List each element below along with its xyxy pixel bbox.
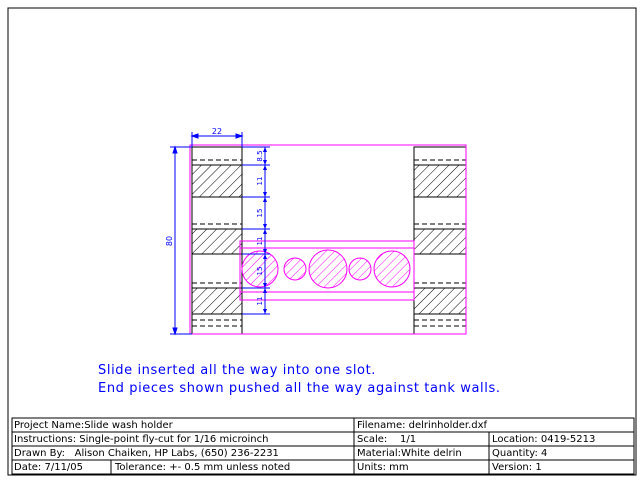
tolerance-label: Tolerance: (115, 462, 167, 473)
instructions-label: Instructions: (14, 434, 77, 445)
units-value: mm (389, 462, 409, 473)
dim-width-top: 22 (212, 127, 222, 136)
tolerance-cell: Tolerance: +- 0.5 mm unless noted (115, 461, 290, 474)
drawn-by-value: Alison Chaiken, HP Labs, (650) 236-2231 (74, 448, 279, 459)
filename-cell: Filename: delrinholder.dxf (357, 419, 487, 432)
scale-label: Scale: (357, 434, 388, 445)
scale-value: 1/1 (400, 434, 417, 445)
dim-stack-2: 11 (256, 177, 264, 186)
location-value: 0419-5213 (540, 434, 596, 445)
hole-4 (348, 257, 372, 281)
dim-overall-height: 80 (165, 236, 174, 246)
location-cell: Location: 0419-5213 (492, 433, 595, 446)
title-block-grid (11, 417, 635, 475)
right-slot-3 (413, 287, 467, 315)
quantity-cell: Quantity: 4 (492, 447, 547, 460)
drawn-by-cell: Drawn By: Alison Chaiken, HP Labs, (650)… (14, 447, 279, 460)
date-value: 7/11/05 (44, 462, 84, 473)
quantity-value: 4 (541, 448, 548, 459)
slide (239, 240, 415, 301)
hole-5 (373, 250, 411, 288)
right-slot-2 (413, 228, 467, 255)
units-label: Units: (357, 462, 386, 473)
dim-stack-5: 15 (256, 267, 264, 276)
units-cell: Units: mm (357, 461, 409, 474)
project-name-label: Project Name: (14, 420, 85, 431)
hole-3 (308, 249, 348, 289)
dimension-ticks (263, 147, 267, 314)
material-cell: Material:White delrin (357, 447, 462, 460)
tolerance-value: +- 0.5 mm unless noted (169, 462, 291, 473)
sheet-border (7, 7, 637, 476)
material-value: White delrin (401, 448, 462, 459)
right-slot-1 (413, 164, 467, 198)
left-slot-3 (191, 287, 243, 315)
version-label: Version: (492, 462, 533, 473)
date-cell: Date: 7/11/05 (14, 461, 83, 474)
quantity-label: Quantity: (492, 448, 538, 459)
version-value: 1 (535, 462, 542, 473)
left-slot-1 (191, 164, 243, 198)
date-label: Date: (14, 462, 42, 473)
drawn-by-label: Drawn By: (14, 448, 66, 459)
material-label: Material: (357, 448, 401, 459)
location-label: Location: (492, 434, 538, 445)
instructions-value: Single-point fly-cut for 1/16 microinch (79, 434, 269, 445)
dim-stack-1: 8.5 (256, 150, 264, 161)
filename-value: delrinholder.dxf (408, 420, 488, 431)
note-line-1: Slide inserted all the way into one slot… (98, 363, 377, 378)
tank-outline (189, 144, 467, 335)
right-end-piece (413, 146, 467, 335)
scale-cell: Scale: 1/1 (357, 433, 416, 446)
note-line-2: End pieces shown pushed all the way agai… (98, 381, 501, 396)
project-name-value: Slide wash holder (84, 420, 173, 431)
instructions-cell: Instructions: Single-point fly-cut for 1… (14, 433, 268, 446)
dim-stack-3: 15 (256, 209, 264, 218)
dim-stack-6: 11 (256, 297, 264, 306)
left-slot-2 (191, 228, 243, 255)
dim-stack-4: 11 (256, 237, 264, 246)
hole-2 (283, 257, 307, 281)
filename-label: Filename: (357, 420, 406, 431)
project-name-cell: Project Name:Slide wash holder (14, 419, 173, 432)
version-cell: Version: 1 (492, 461, 542, 474)
left-end-piece (191, 146, 243, 335)
hole-1 (241, 250, 279, 288)
